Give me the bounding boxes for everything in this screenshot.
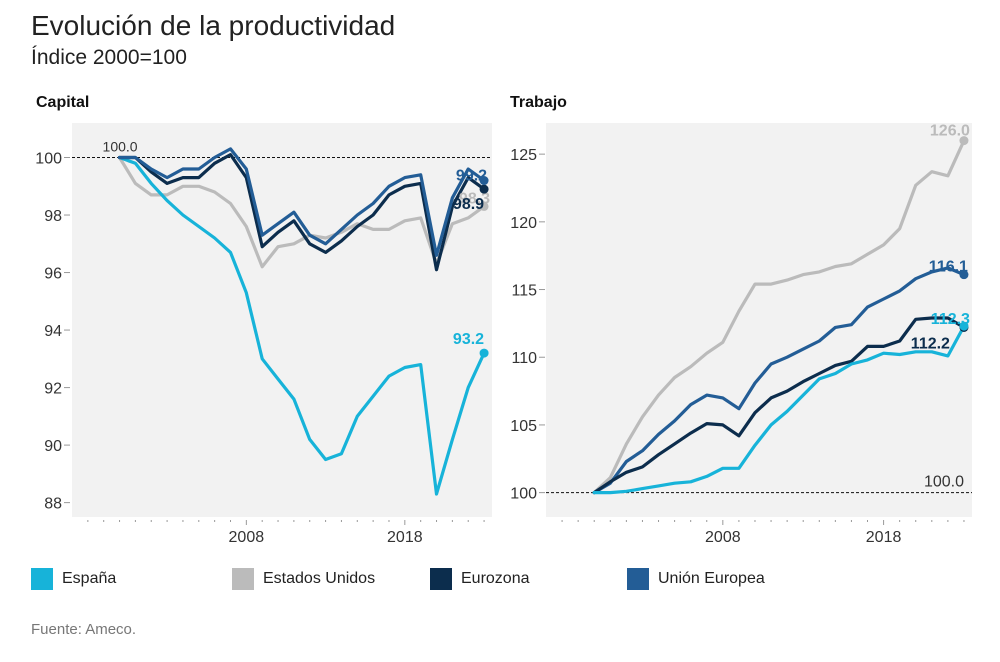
x-tick-label: 2018: [387, 529, 423, 546]
series-endpoint-eeuu: [959, 136, 969, 146]
series-line-ue: [592, 266, 966, 495]
source-note: Fuente: Ameco.: [31, 621, 137, 638]
panel-title: Capital: [36, 94, 89, 111]
y-tick-label: 94: [44, 323, 62, 340]
legend: España Estados Unidos Eurozona Unión Eur…: [0, 568, 1000, 598]
series-end-label-espana: 93.2: [453, 331, 484, 348]
legend-label-eurozona: Eurozona: [461, 570, 530, 587]
y-tick-label: 98: [44, 208, 62, 225]
legend-swatch-eeuu: [232, 568, 254, 590]
legend-swatch-ue: [627, 568, 649, 590]
series-line-ue: [117, 147, 486, 257]
series-line-eurozona: [117, 153, 486, 272]
series-endpoint-eurozona: [479, 184, 489, 194]
series-end-label-espana: 112.3: [931, 311, 970, 328]
series-end-label-eurozona: 98.9: [453, 196, 484, 213]
legend-label-ue: Unión Europea: [658, 570, 765, 587]
reference-line-label: 100.0: [103, 139, 138, 155]
chart-title: Evolución de la productividad: [31, 10, 396, 41]
y-tick-label: 92: [44, 381, 62, 398]
y-tick-label: 110: [511, 350, 537, 367]
series-end-label-eeuu: 126.0: [930, 123, 970, 140]
y-tick-label: 115: [511, 283, 537, 300]
series-line-espana: [592, 324, 966, 495]
x-tick-label: 2008: [705, 529, 741, 546]
legend-item-ue: Unión Europea: [627, 568, 765, 590]
legend-label-espana: España: [62, 570, 117, 587]
series-line-eurozona: [592, 316, 966, 495]
reference-line-label: 100.0: [924, 474, 964, 491]
legend-item-espana: España: [31, 568, 116, 590]
y-tick-label: 100: [510, 486, 537, 503]
legend-item-eeuu: Estados Unidos: [232, 568, 375, 590]
series-line-eeuu: [117, 155, 486, 269]
series-line-espana: [117, 155, 486, 496]
y-tick-label: 120: [510, 215, 537, 232]
legend-swatch-eurozona: [430, 568, 452, 590]
plot-background: [546, 123, 972, 517]
legend-swatch-espana: [31, 568, 53, 590]
series-end-label-ue: 99.2: [456, 168, 487, 185]
series-line-eeuu: [592, 139, 966, 495]
x-tick-label: 2008: [229, 529, 265, 546]
legend-label-eeuu: Estados Unidos: [263, 570, 376, 587]
series-endpoint-eeuu: [479, 201, 489, 211]
series-endpoint-espana: [959, 321, 969, 331]
y-tick-label: 90: [44, 438, 62, 455]
chart-subtitle: Índice 2000=100: [31, 46, 187, 69]
series-endpoint-ue: [479, 176, 489, 186]
panel-trabajo: Trabajo 100 105 110 115 120 125 2008 2018 100.0 12…: [510, 94, 972, 546]
series-endpoint-espana: [479, 348, 489, 358]
series-endpoint-ue: [959, 270, 969, 280]
series-end-label-eeuu: 98.3: [459, 190, 490, 207]
y-tick-label: 96: [44, 266, 62, 283]
y-tick-label: 105: [510, 418, 537, 435]
series-end-label-eurozona: 112.2: [911, 335, 950, 352]
panel-title: Trabajo: [510, 94, 567, 111]
y-tick-label: 100: [35, 151, 62, 168]
x-tick-label: 2018: [866, 529, 902, 546]
series-end-label-ue: 116.1: [929, 259, 968, 276]
y-tick-label: 125: [510, 147, 537, 164]
y-tick-label: 88: [44, 496, 62, 513]
legend-item-eurozona: Eurozona: [430, 568, 530, 590]
